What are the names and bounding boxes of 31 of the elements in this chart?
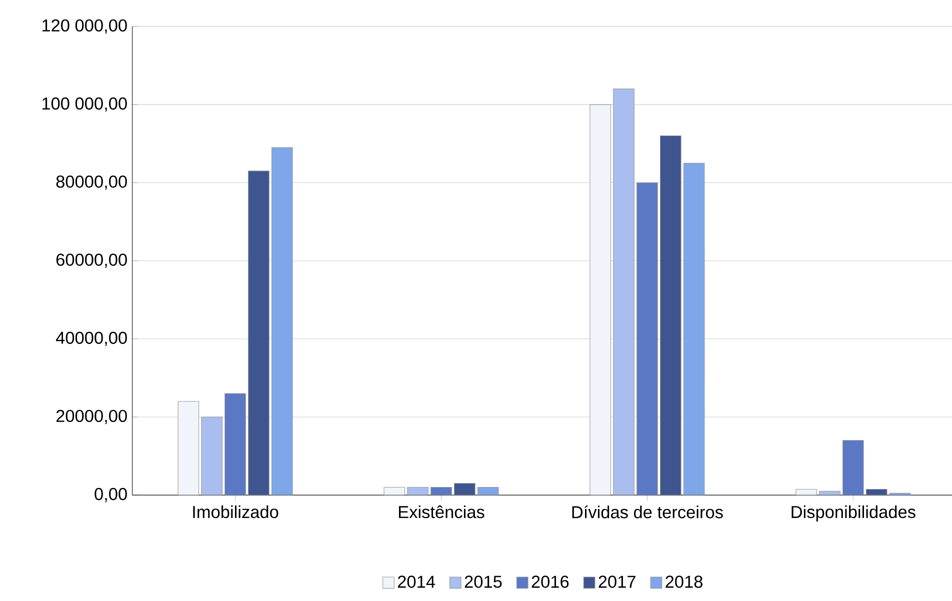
- bar: [590, 104, 611, 496]
- y-tick-label: 20000,00: [56, 410, 127, 424]
- bar: [224, 393, 246, 496]
- bar: [660, 136, 682, 496]
- bar: [271, 147, 293, 496]
- bar: [866, 488, 888, 496]
- y-tick-label: 40000,00: [56, 332, 127, 346]
- bar: [384, 487, 406, 496]
- x-tick-label: Dívidas de terceiros: [572, 505, 723, 518]
- x-tick-label: Existências: [398, 505, 484, 518]
- y-tick-label: 100 000,00: [42, 97, 127, 112]
- bar: [842, 440, 864, 496]
- legend-label: 2016: [532, 576, 569, 588]
- legend-label: 2015: [464, 576, 502, 588]
- bar: [201, 416, 222, 496]
- bar: [683, 162, 705, 496]
- x-tick-label: Disponibilidades: [792, 505, 916, 522]
- y-tick-label: 80000,00: [56, 176, 127, 190]
- y-tick-label: 60000,00: [56, 254, 127, 268]
- legend-label: 2014: [398, 576, 435, 588]
- y-tick-label: 0,00: [94, 488, 127, 502]
- bar: [248, 170, 270, 496]
- y-tick-label: 120 000,00: [42, 19, 127, 34]
- legend-label: 2017: [598, 576, 636, 588]
- bar: [636, 182, 658, 496]
- x-tick-label: Imobilizado: [193, 505, 278, 518]
- legend-label: 2018: [666, 576, 702, 588]
- bar: [178, 401, 200, 496]
- bar: [796, 488, 817, 496]
- bar: [613, 88, 634, 496]
- bar: [454, 483, 476, 496]
